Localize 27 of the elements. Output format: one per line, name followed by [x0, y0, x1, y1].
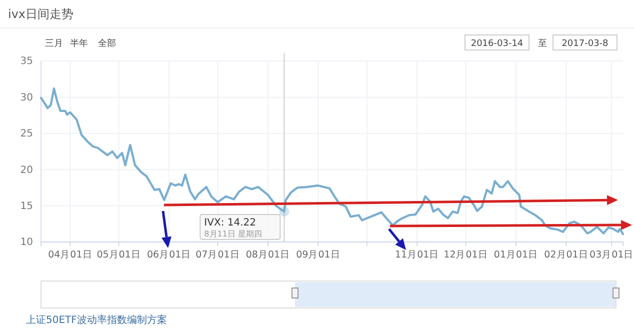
y-tick-label: 35	[20, 56, 33, 68]
y-tick-label: 15	[20, 201, 33, 212]
x-tick-label: 07月01日	[196, 250, 240, 261]
y-tick-label: 25	[20, 128, 33, 140]
annotation: IVX: 14.22	[204, 217, 256, 228]
text: 至	[538, 39, 547, 49]
text: 全部	[98, 38, 116, 49]
y-tick-label: 30	[20, 92, 33, 104]
text: 2017-03-8	[562, 39, 609, 49]
x-tick-label: 06月01日	[146, 250, 192, 261]
x-tick-label: 08月01日	[246, 250, 290, 261]
x-tick-label: 02月01日	[544, 250, 588, 261]
chart-title: ivx日间走势	[8, 7, 74, 21]
x-tick-label: 03月01日	[590, 250, 634, 261]
y-tick-label: 10	[20, 237, 33, 248]
text: 半年	[70, 38, 88, 49]
y-tick-label: 20	[20, 164, 33, 176]
text: 2016-03-14	[470, 39, 524, 49]
x-tick-label: 01月01日	[494, 250, 538, 261]
text: 三月	[45, 39, 63, 49]
x-tick-label: 05月01日	[96, 250, 141, 261]
annotation: 8月11日 星期四	[204, 229, 262, 238]
text: 上证50ETF波动率指数编制方案	[26, 314, 167, 326]
x-tick-label: 04月01日	[48, 250, 92, 261]
x-tick-label: 12月01日	[444, 250, 488, 261]
x-tick-label: 11月01日	[395, 250, 440, 261]
x-tick-label: 09月01日	[296, 250, 340, 261]
